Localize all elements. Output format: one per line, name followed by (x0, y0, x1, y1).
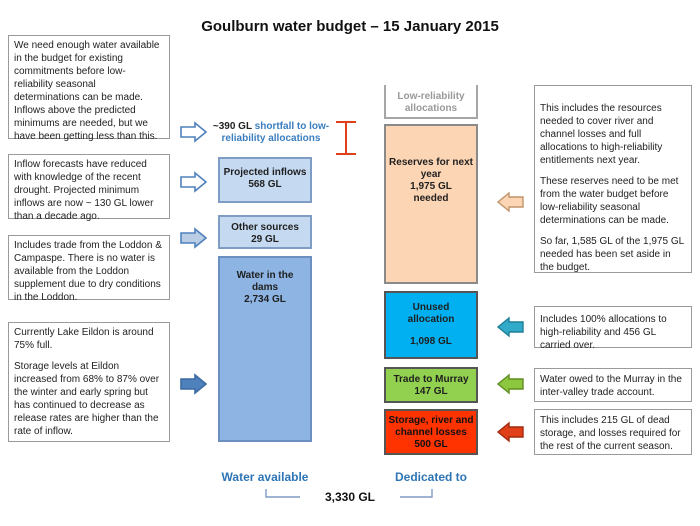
arrow-right-icon (180, 373, 208, 395)
note-unused-allocation: Includes 100% allocations to high-reliab… (534, 306, 692, 351)
note-text: This includes the resources needed to co… (540, 103, 663, 166)
box-label: Storage, river and (388, 415, 474, 426)
box-label: allocation (407, 314, 455, 325)
note-text: Includes 100% allocations to high-reliab… (540, 314, 667, 351)
total-value: 3,330 GL (300, 490, 400, 504)
low-reliability-label: Low-reliability allocations (384, 91, 478, 115)
projected-inflows-box: Projected inflows 568 GL (218, 157, 312, 203)
box-value: 1,098 GL (410, 336, 452, 347)
shortfall-label: ~390 GL shortfall to low- reliability al… (206, 121, 336, 145)
arrow-right-icon (180, 121, 208, 143)
note-text: Water owed to the Murray in the inter-va… (540, 374, 682, 398)
shortfall-marker-icon (336, 121, 356, 155)
water-in-dams-box: Water in the dams 2,734 GL (218, 256, 312, 442)
reserves-box: Reserves for next year 1,975 GL needed (384, 124, 478, 284)
note-storage-losses: This includes 215 GL of dead storage, an… (534, 409, 692, 455)
box-label: needed (413, 193, 449, 204)
water-available-label: Water available (221, 470, 309, 484)
low-reliability-outline (384, 85, 478, 119)
arrow-left-icon (496, 191, 524, 213)
note-text: Currently Lake Eildon is around 75% full… (14, 327, 154, 351)
note-text: Includes trade from the Loddon & Campasp… (14, 240, 162, 303)
box-value: 1,975 GL (410, 181, 452, 192)
shortfall-highlight: shortfall to low- (254, 121, 330, 132)
box-label: channel losses (395, 427, 467, 438)
note-inflow-forecasts: Inflow forecasts have reduced with knowl… (8, 154, 170, 222)
arrow-left-icon (496, 316, 524, 338)
note-text: These reserves need to be met from the w… (540, 176, 679, 226)
box-label: Projected inflows (223, 167, 307, 178)
arrow-left-icon (496, 421, 524, 443)
other-sources-box: Other sources 29 GL (218, 215, 312, 249)
note-lake-eildon: Currently Lake Eildon is around 75% full… (8, 322, 170, 442)
box-label: Water in the (236, 270, 294, 281)
box-label: Reserves for next (389, 157, 473, 168)
box-value: 29 GL (251, 234, 279, 245)
box-label: Other sources (231, 222, 299, 233)
box-value: 147 GL (414, 386, 448, 397)
box-label: year (420, 169, 442, 180)
note-budget-requirement: We need enough water available in the bu… (8, 35, 170, 142)
box-label: Trade to Murray (393, 374, 469, 385)
trade-to-murray-box: Trade to Murray 147 GL (384, 367, 478, 403)
page-title: Goulburn water budget – 15 January 2015 (201, 18, 499, 35)
dedicated-to-label: Dedicated to (394, 470, 467, 484)
shortfall-prefix: ~390 GL (212, 121, 255, 132)
box-label: Unused (412, 302, 450, 313)
box-label: Low-reliability (397, 91, 465, 102)
box-value: 568 GL (248, 179, 282, 190)
box-label: dams (251, 282, 279, 293)
note-trade-to-murray: Water owed to the Murray in the inter-va… (534, 368, 692, 402)
note-reserves: This includes the resources needed to co… (534, 85, 692, 273)
note-text: This includes 215 GL of dead storage, an… (540, 415, 681, 452)
note-other-sources: Includes trade from the Loddon & Campasp… (8, 235, 170, 303)
arrow-left-icon (496, 373, 524, 395)
box-value: 500 GL (414, 439, 448, 450)
unused-allocation-box: Unused allocation 1,098 GL (384, 291, 478, 359)
arrow-right-icon (180, 171, 208, 193)
box-value: 2,734 GL (244, 294, 286, 305)
note-text: Inflow forecasts have reduced with knowl… (14, 159, 154, 222)
note-text: Storage levels at Eildon increased from … (14, 361, 160, 437)
storage-losses-box: Storage, river and channel losses 500 GL (384, 409, 478, 455)
shortfall-line2: reliability allocations (221, 133, 321, 144)
box-label: allocations (404, 103, 458, 114)
note-text: So far, 1,585 GL of the 1,975 GL needed … (540, 236, 684, 273)
note-text: We need enough water available in the bu… (14, 40, 160, 142)
arrow-right-icon (180, 227, 208, 249)
